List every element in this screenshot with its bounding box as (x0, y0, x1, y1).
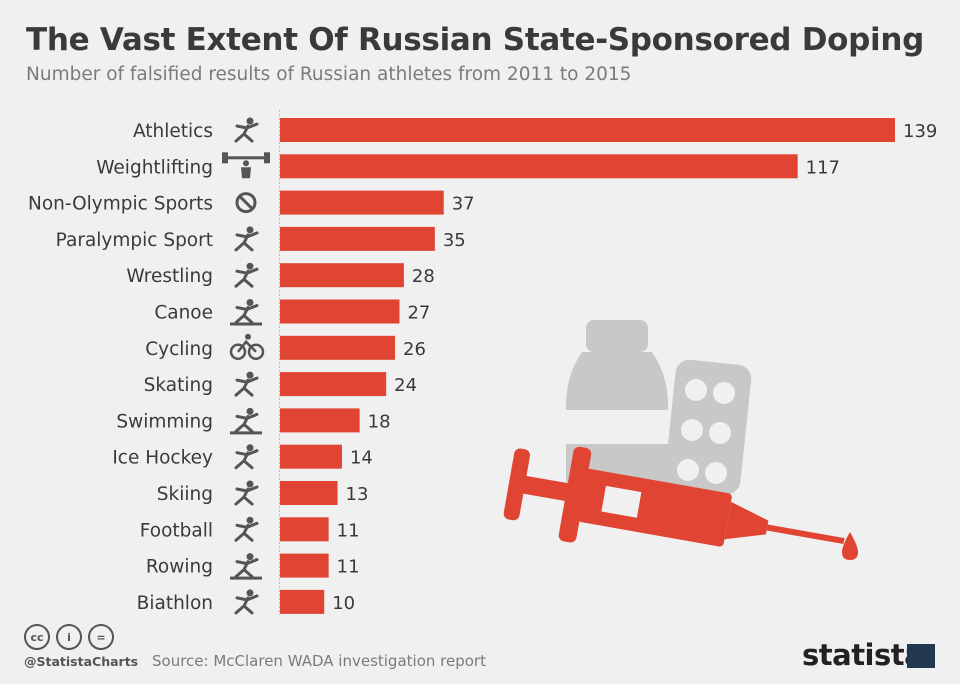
bar-non-olympic-sports (280, 190, 444, 215)
cc-license-icon: cc (24, 624, 50, 650)
bar-cycling (280, 335, 396, 360)
skiing-icon (234, 480, 259, 506)
attribution-icon: i (56, 624, 82, 650)
category-label: Football (140, 520, 213, 541)
bar-canoe (280, 299, 400, 324)
bar-skating (280, 372, 387, 397)
license-icons: cc i = (24, 624, 114, 650)
category-label: Biathlon (137, 593, 213, 614)
bar-value-label: 139 (903, 121, 937, 142)
category-label: Skiing (157, 484, 213, 505)
bar-rowing (280, 553, 329, 578)
category-label: Cycling (145, 339, 213, 360)
bar-value-label: 13 (346, 484, 369, 505)
bar-value-label: 37 (452, 194, 475, 215)
category-label: Wrestling (126, 266, 213, 287)
category-label: Weightlifting (96, 157, 213, 178)
category-label: Skating (144, 375, 213, 396)
chart-title: The Vast Extent Of Russian State-Sponsor… (26, 22, 924, 58)
statista-handle[interactable]: @StatistaCharts (24, 654, 139, 669)
bar-biathlon (280, 589, 325, 614)
rowing-icon (230, 553, 262, 580)
source-note: Source: McClaren WADA investigation repo… (152, 652, 486, 670)
doping-illustration (503, 320, 858, 560)
weightlifting-icon (222, 152, 270, 179)
bar-value-label: 11 (337, 557, 360, 578)
no-derivatives-icon: = (88, 624, 114, 650)
wheelchair-icon (234, 226, 259, 252)
bar-value-label: 28 (412, 266, 435, 287)
bar-ice-hockey (280, 444, 342, 469)
wrestling-icon (234, 262, 259, 288)
canoe-icon (230, 299, 262, 326)
bar-value-label: 35 (443, 230, 466, 251)
category-label: Ice Hockey (112, 448, 213, 469)
bar-weightlifting (280, 154, 798, 179)
bar-skiing (280, 481, 338, 505)
ice-hockey-icon (234, 444, 259, 470)
prohibited-icon (235, 192, 257, 214)
football-icon (234, 516, 259, 542)
biathlon-icon (234, 589, 259, 615)
category-label: Non-Olympic Sports (28, 194, 213, 215)
bar-value-label: 26 (403, 339, 426, 360)
statista-logo[interactable]: statista (802, 638, 924, 672)
bar-value-label: 18 (368, 411, 391, 432)
category-label: Swimming (116, 411, 213, 432)
bar-value-label: 14 (350, 448, 373, 469)
syringe-icon (503, 446, 845, 547)
category-label: Canoe (154, 303, 213, 324)
bar-value-label: 24 (394, 375, 417, 396)
running-icon (234, 117, 259, 143)
swimming-icon (230, 407, 262, 435)
statista-logo-mark-icon (907, 644, 935, 668)
cycling-icon (229, 333, 265, 361)
bar-value-label: 10 (332, 593, 355, 614)
bar-value-label: 11 (337, 520, 360, 541)
bar-wrestling (280, 263, 404, 288)
bar-value-label: 117 (806, 157, 840, 178)
bar-chart: 139 Athletics 117 Weightlifting 37 Non-Olympi… (28, 110, 937, 615)
bar-football (280, 517, 329, 542)
medicine-bottle-icon (566, 320, 668, 502)
skating-icon (234, 371, 259, 397)
bar-athletics (280, 118, 895, 142)
chart-subtitle: Number of falsified results of Russian a… (26, 64, 632, 85)
blood-drop-icon (842, 532, 858, 560)
bar-value-label: 27 (407, 303, 430, 324)
category-label: Athletics (133, 121, 213, 142)
category-label: Rowing (146, 557, 213, 578)
bar-paralympic-sport (280, 226, 435, 251)
bar-swimming (280, 408, 360, 433)
category-label: Paralympic Sport (56, 230, 213, 251)
pill-blister-icon (664, 359, 752, 495)
